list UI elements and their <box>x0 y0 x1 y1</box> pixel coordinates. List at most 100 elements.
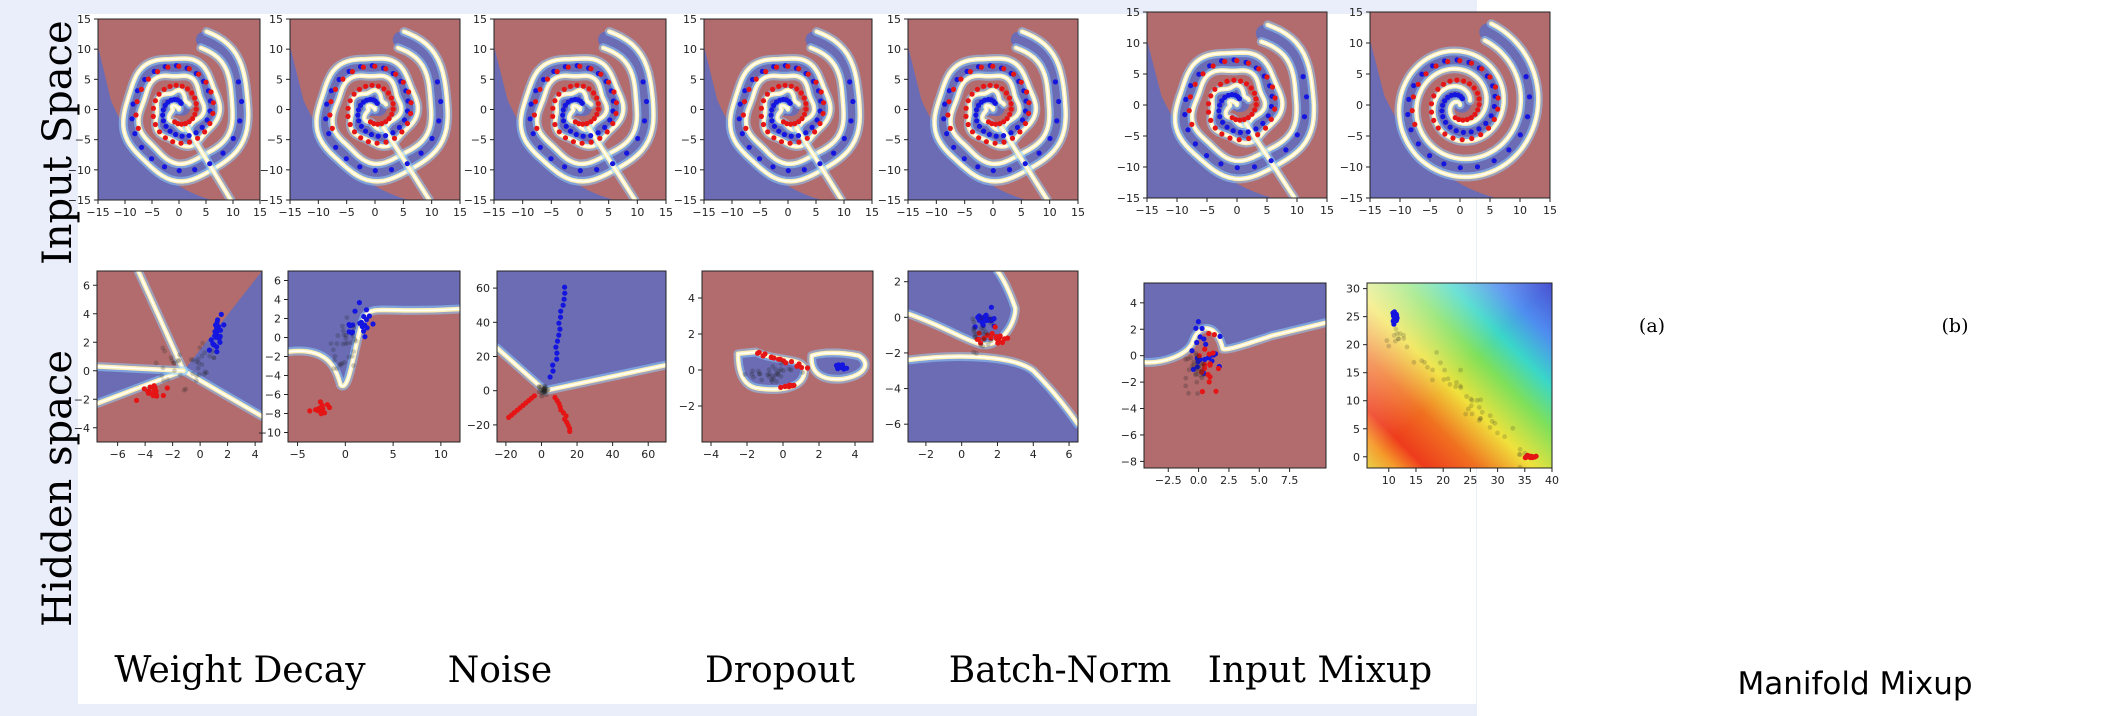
y-tick-label: 0 <box>1130 350 1137 363</box>
point-hidden <box>770 364 776 369</box>
point-hidden <box>351 363 356 368</box>
point-hidden <box>1495 430 1500 436</box>
point-class-b <box>207 120 213 127</box>
point-class-a <box>1283 147 1289 153</box>
point-class-b <box>186 119 192 125</box>
point-class-a <box>1440 114 1446 120</box>
point-class-b <box>532 99 539 105</box>
x-tick-label: −2 <box>739 448 755 461</box>
point-class-b <box>328 99 334 105</box>
x-tick-label: −5 <box>289 448 305 461</box>
point-class-b <box>550 105 556 111</box>
point-class-b <box>594 111 600 117</box>
point-class-a <box>217 327 224 333</box>
x-tick-label: 25 <box>1463 474 1477 487</box>
y-tick-label: −20 <box>467 419 490 432</box>
point-class-b <box>1208 117 1214 123</box>
point-class-b <box>1428 101 1435 107</box>
point-hidden <box>1188 355 1194 360</box>
point-class-b <box>1202 362 1208 368</box>
point-class-b <box>580 83 587 89</box>
point-class-a <box>1260 120 1266 126</box>
point-class-b <box>975 336 982 342</box>
point-hidden <box>1469 411 1475 417</box>
point-class-b <box>1461 78 1467 84</box>
y-tick-label: 2 <box>688 328 695 341</box>
point-hidden <box>169 358 175 363</box>
point-class-b <box>390 106 396 112</box>
point-class-a <box>363 128 369 134</box>
point-class-a <box>363 317 370 323</box>
point-class-b <box>193 101 199 107</box>
y-tick-label: 0 <box>84 104 91 117</box>
x-tick-label: −15 <box>692 206 715 219</box>
point-class-b <box>1249 111 1255 117</box>
x-tick-label: −20 <box>494 448 517 461</box>
point-hidden <box>757 371 763 377</box>
point-class-a <box>162 102 168 108</box>
point-class-b <box>770 86 776 92</box>
column-label-dropout: Dropout <box>704 650 856 691</box>
y-tick-label: −5 <box>1124 130 1140 143</box>
x-tick-label: 4 <box>852 448 859 461</box>
point-class-a <box>1506 147 1512 153</box>
point-class-b <box>556 129 562 135</box>
point-class-b <box>1237 117 1243 123</box>
y-tick-label: −10 <box>674 164 697 177</box>
y-tick-label: −2 <box>885 347 901 360</box>
point-class-b <box>178 121 185 127</box>
point-hidden <box>153 360 159 366</box>
point-hidden <box>159 373 165 378</box>
point-class-b <box>552 121 558 128</box>
point-hidden <box>1492 420 1498 426</box>
point-hidden <box>786 366 792 372</box>
point-hidden <box>334 366 340 372</box>
y-tick-label: 15 <box>1349 6 1363 19</box>
point-class-a <box>561 118 567 124</box>
point-class-a <box>550 368 556 374</box>
y-tick-label: −2 <box>1121 376 1137 389</box>
y-tick-label: −2 <box>265 351 281 364</box>
y-tick-label: −4 <box>1121 403 1137 416</box>
x-tick-label: 10 <box>1382 474 1396 487</box>
y-tick-label: 6 <box>274 275 281 288</box>
point-class-a <box>207 161 213 167</box>
point-class-b <box>179 83 185 89</box>
plot-input-weight-decay: −15 −10 −5 0 5 10 15 −15 −10 −5 0 5 10 15 <box>68 13 267 219</box>
point-class-b <box>1248 85 1254 91</box>
point-hidden <box>1476 418 1482 423</box>
point-class-b <box>610 120 616 127</box>
point-hidden <box>1430 367 1435 373</box>
point-class-a <box>1014 124 1021 130</box>
point-class-b <box>981 83 987 89</box>
axes-frame <box>1143 282 1327 469</box>
point-class-b <box>1433 63 1439 69</box>
point-class-b <box>1410 94 1416 100</box>
x-tick-label: −15 <box>1135 204 1158 217</box>
point-class-b <box>1001 139 1007 145</box>
point-class-a <box>346 322 352 328</box>
x-tick-label: 20 <box>1436 474 1450 487</box>
point-class-a <box>831 150 837 156</box>
point-class-a <box>809 124 815 130</box>
point-class-a <box>1193 325 1199 331</box>
point-class-b <box>556 91 562 97</box>
x-tick-label: 4 <box>252 448 259 461</box>
point-class-b <box>1001 66 1007 72</box>
y-tick-label: 20 <box>1346 339 1360 352</box>
x-tick-label: 0 <box>577 206 584 219</box>
point-class-a <box>573 131 579 138</box>
point-class-b <box>1211 332 1217 338</box>
point-hidden <box>773 367 778 372</box>
point-class-a <box>553 344 559 350</box>
point-class-a <box>179 133 185 139</box>
point-class-b <box>186 139 193 145</box>
point-hidden <box>971 326 977 331</box>
point-hidden <box>539 393 545 399</box>
point-class-a <box>803 130 809 136</box>
point-class-a <box>1523 74 1529 80</box>
point-class-a <box>560 112 566 118</box>
point-class-a <box>560 302 566 308</box>
point-class-a <box>204 117 210 123</box>
point-class-a <box>1230 128 1236 134</box>
